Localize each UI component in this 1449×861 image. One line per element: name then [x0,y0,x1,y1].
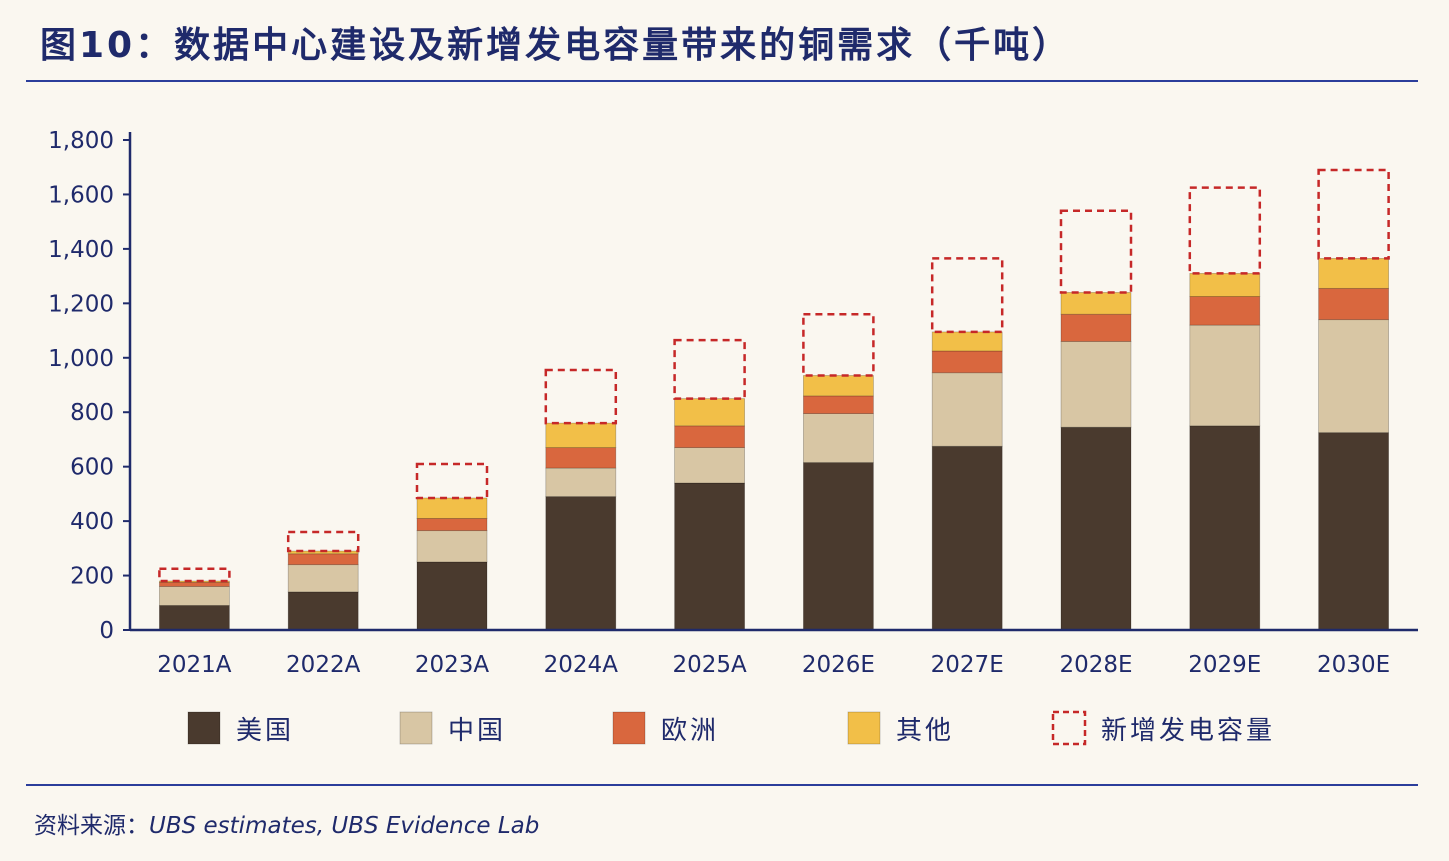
y-tick-label: 200 [70,564,114,590]
legend-label: 美国 [236,716,294,746]
bar-segment-europe [674,425,745,449]
bar-segment-other [931,331,1003,352]
bar-segment-new-capacity [415,462,489,500]
bar-segment-us [803,462,874,631]
legend: 美国 中国 欧洲 其他 新增发电容量 [187,710,1275,746]
source-text: UBS estimates, UBS Evidence Lab [149,813,540,839]
bar-segments [158,168,1390,631]
x-tick-label: 2030E [1317,652,1390,678]
y-tick-label: 1,400 [48,237,114,263]
bar-segment-us [1189,425,1261,631]
x-tick-label: 2024A [544,652,619,678]
bar-segment-us [416,561,488,631]
source-note: 资料来源：UBS estimates, UBS Evidence Lab [34,806,539,840]
legend-swatch-europe [612,711,646,745]
bar-segment-europe [287,553,359,566]
bar-segment-europe [158,581,230,587]
y-tick-label: 1,200 [48,291,114,317]
legend-label: 其他 [896,716,954,746]
legend-label: 中国 [448,716,506,746]
y-axis-ticks: 0 200 400 600 800 1,000 1,200 1,400 1,600 1,800 [48,128,130,644]
bar-segment-new-capacity [1188,186,1262,275]
legend-swatch-new-capacity [1051,710,1087,746]
bar-segment-china [287,564,359,593]
bar-segment-us [545,496,617,631]
bar-segment-new-capacity [930,257,1004,334]
bar-segment-new-capacity [1317,168,1390,260]
bar-segment-china [931,372,1003,447]
bar-segment-new-capacity [158,567,231,583]
y-tick-label: 1,000 [48,346,114,372]
footer-rule [26,784,1418,786]
bar-segment-europe [803,395,874,414]
bar-segment-europe [1318,287,1389,321]
bar-segment-us [674,482,745,631]
y-tick-label: 800 [70,400,114,426]
bar-segment-other [545,422,617,449]
legend-swatch-china [399,711,433,745]
axes [128,132,1418,632]
y-tick-label: 600 [70,455,114,481]
bar-segment-china [158,586,230,606]
bar-segment-china [803,413,874,463]
x-tick-label: 2025A [672,652,747,678]
bar-segment-us [158,605,230,631]
x-tick-label: 2029E [1188,652,1261,678]
bar-segment-other [1189,272,1261,297]
y-tick-label: 0 [99,618,114,644]
bar-segment-europe [1060,313,1132,342]
bar-segment-new-capacity [673,338,746,400]
x-tick-label: 2023A [415,652,490,678]
x-axis-ticks: 2021A 2022A 2023A 2024A 2025A 2026E 2027E 2028E… [157,652,1390,678]
legend-swatch-us [187,711,221,745]
bar-segment-other [416,497,488,519]
y-tick-label: 1,600 [48,182,114,208]
x-tick-label: 2027E [931,652,1004,678]
bar-segment-new-capacity [1059,209,1133,294]
bar-segment-china [416,530,488,563]
bar-segment-europe [931,350,1003,374]
legend-swatch-other [847,711,881,745]
bar-segment-new-capacity [802,312,875,377]
bar-segment-europe [1189,296,1261,326]
bar-segment-china [674,447,745,484]
bar-segment-us [931,445,1003,631]
x-tick-label: 2021A [157,652,232,678]
x-tick-label: 2026E [802,652,875,678]
bar-segment-europe [416,517,488,532]
legend-label: 欧洲 [661,716,719,746]
bar-segment-new-capacity [286,530,360,553]
bar-segment-europe [545,447,617,469]
bar-segment-us [1318,432,1389,631]
legend-label: 新增发电容量 [1101,716,1275,746]
bar-segment-other [1318,258,1389,289]
bar-segment-other [1060,292,1132,315]
bar-segment-us [1060,426,1132,631]
y-tick-label: 1,800 [48,128,114,154]
title-underline [26,80,1418,82]
bar-segment-china [545,467,617,498]
y-tick-label: 400 [70,509,114,535]
source-label: 资料来源： [34,813,149,839]
bar-segment-new-capacity [544,368,618,425]
chart-title: 图10：数据中心建设及新增发电容量带来的铜需求（千吨） [40,25,1072,66]
x-tick-label: 2028E [1059,652,1132,678]
bar-segment-china [1318,319,1389,434]
bar-segment-china [1189,324,1261,427]
bar-segment-other [674,398,745,427]
bar-segment-other [803,375,874,397]
bar-segment-china [1060,341,1132,428]
bar-segment-other [158,580,230,583]
x-tick-label: 2022A [286,652,361,678]
bar-segment-us [287,591,359,631]
